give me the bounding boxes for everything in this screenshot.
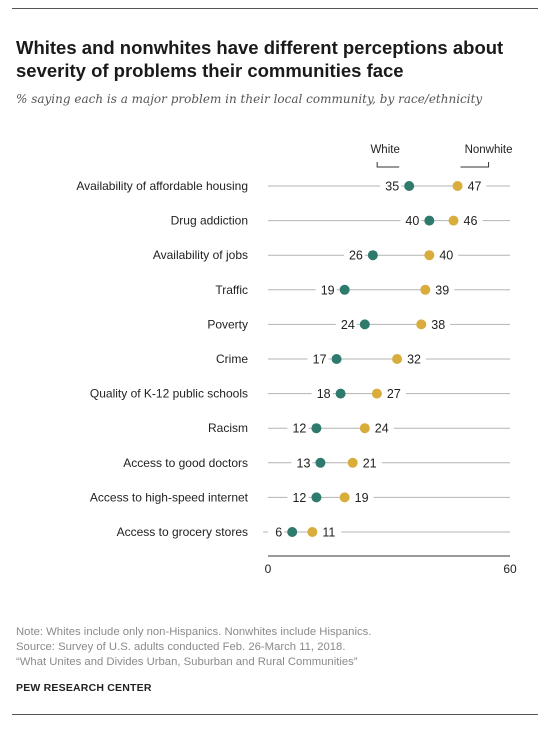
nonwhite-value-label: 32	[407, 353, 421, 367]
nonwhite-dot	[448, 215, 459, 226]
category-label: Access to high-speed internet	[90, 490, 249, 504]
white-value-label: 17	[313, 353, 327, 367]
top-rule	[12, 8, 538, 9]
nonwhite-dot	[307, 527, 318, 537]
chart-subtitle: % saying each is a major problem in thei…	[16, 92, 483, 106]
nonwhite-dot	[420, 284, 431, 295]
white-value-label: 18	[317, 387, 331, 401]
notes: Note: Whites include only non-Hispanics.…	[16, 625, 536, 670]
nonwhite-dot	[452, 181, 463, 191]
white-dot	[335, 388, 346, 399]
nonwhite-dot	[347, 457, 358, 468]
nonwhite-value-label: 11	[322, 526, 335, 540]
white-dot	[424, 215, 435, 226]
nonwhite-value-label: 27	[387, 387, 401, 401]
white-value-label: 12	[292, 491, 306, 505]
white-value-label: 35	[385, 180, 399, 194]
legend-nonwhite-label: Nonwhite	[465, 144, 513, 156]
nonwhite-value-label: 39	[435, 283, 449, 297]
legend-white-connector	[376, 162, 400, 168]
category-label: Drug addiction	[171, 214, 248, 228]
legend-nonwhite-connector	[460, 162, 490, 168]
white-value-label: 19	[321, 283, 335, 297]
white-value-label: 26	[349, 249, 363, 263]
source-line: Source: Survey of U.S. adults conducted …	[16, 641, 346, 653]
nonwhite-value-label: 21	[363, 456, 377, 470]
nonwhite-dot	[339, 492, 350, 503]
category-label: Poverty	[207, 317, 248, 331]
white-dot	[331, 354, 342, 364]
category-label: Racism	[208, 421, 248, 435]
nonwhite-value-label: 47	[468, 180, 482, 194]
legend-white-label: White	[370, 144, 399, 156]
white-value-label: 12	[292, 422, 306, 436]
white-value-label: 24	[341, 318, 355, 332]
white-dot	[367, 250, 378, 261]
x-tick-label: 60	[503, 562, 517, 576]
x-tick-label: 0	[265, 562, 272, 576]
chart-title: Whites and nonwhites have different perc…	[16, 37, 504, 81]
category-label: Traffic	[215, 283, 248, 297]
white-dot	[315, 457, 326, 468]
white-dot	[311, 492, 322, 503]
report-title-line: “What Unites and Divides Urban, Suburban…	[16, 656, 358, 668]
category-label: Availability of affordable housing	[76, 179, 248, 193]
nonwhite-dot	[416, 319, 427, 330]
white-dot	[287, 527, 298, 537]
white-value-label: 13	[297, 456, 311, 470]
nonwhite-value-label: 38	[431, 318, 445, 332]
nonwhite-dot	[371, 388, 382, 399]
note-line: Note: Whites include only non-Hispanics.…	[16, 626, 372, 638]
credit: PEW RESEARCH CENTER	[16, 682, 152, 694]
nonwhite-value-label: 40	[439, 249, 453, 263]
nonwhite-value-label: 46	[464, 214, 478, 228]
category-label: Crime	[216, 352, 248, 366]
white-value-label: 6	[275, 526, 282, 540]
category-label: Access to good doctors	[123, 456, 248, 470]
category-label: Access to grocery stores	[117, 525, 248, 539]
bottom-rule	[12, 714, 538, 715]
nonwhite-dot	[359, 423, 370, 434]
white-dot	[359, 319, 370, 330]
category-label: Availability of jobs	[153, 248, 248, 262]
category-label: Quality of K-12 public schools	[90, 387, 248, 401]
white-dot	[404, 181, 415, 191]
white-value-label: 40	[405, 214, 419, 228]
nonwhite-value-label: 24	[375, 422, 389, 436]
nonwhite-dot	[392, 354, 403, 364]
white-dot	[339, 284, 350, 295]
nonwhite-dot	[424, 250, 435, 261]
white-dot	[311, 423, 322, 434]
nonwhite-value-label: 19	[355, 491, 369, 505]
